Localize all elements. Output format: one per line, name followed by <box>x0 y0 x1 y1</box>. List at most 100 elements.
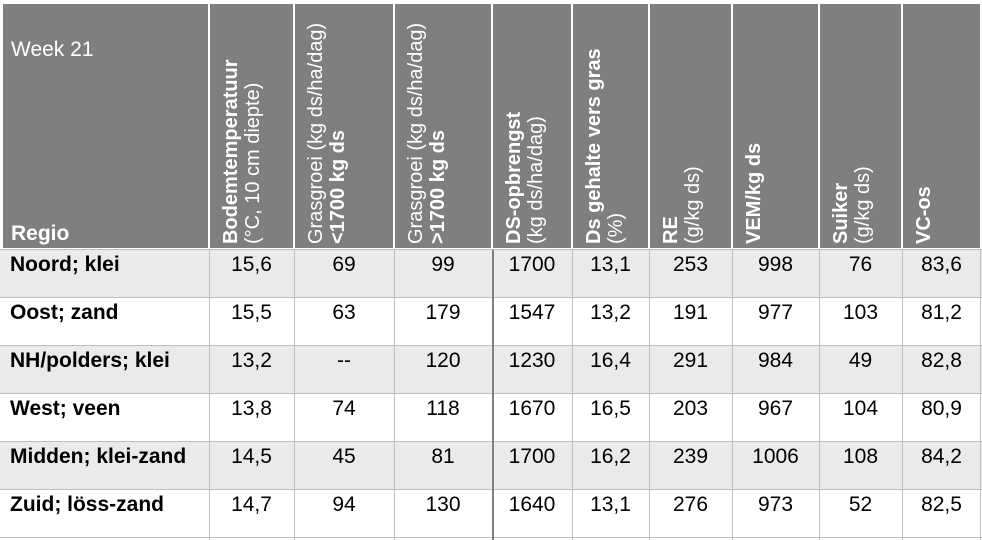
header-ds-gehalte: Ds gehalte vers gras (%) <box>573 4 648 248</box>
column-divider <box>732 250 733 540</box>
week-label: Week 21 <box>11 38 94 61</box>
region-header: Regio <box>11 222 70 245</box>
header-label: Bodemtemperatuur (°C, 10 cm diepte) <box>220 59 264 244</box>
value-cell-bodemtemperatuur: 15,5 <box>231 301 272 324</box>
header-bodemtemperatuur: Bodemtemperatuur (°C, 10 cm diepte) <box>210 4 293 248</box>
value-cell-vem: 984 <box>757 349 794 372</box>
row-divider <box>0 249 982 250</box>
header-ds-opbrengst: DS-opbrengst (kg ds/ha/dag) <box>493 4 571 248</box>
value-cell-grasgroei-gt1700: 81 <box>431 445 455 468</box>
column-divider <box>980 250 981 540</box>
value-cell-grasgroei-gt1700: 130 <box>425 493 461 516</box>
value-cell-re: 203 <box>672 397 709 420</box>
header-label: Grasgroei (kg ds/ha/dag) >1700 kg ds <box>405 22 449 244</box>
table-row: Zuid; löss-zand 14,7 94 130 1640 13,1 276 973 52… <box>0 490 982 538</box>
value-cell-re: 291 <box>672 349 709 372</box>
value-cell-bodemtemperatuur: 14,5 <box>231 445 272 468</box>
value-cell-ds-opbrengst: 1547 <box>508 301 556 324</box>
header-grasgroei-lt1700: Grasgroei (kg ds/ha/dag) <1700 kg ds <box>295 4 393 248</box>
header-label: RE (g/kg ds) <box>660 166 704 244</box>
value-cell-suiker: 108 <box>842 445 879 468</box>
value-cell-ds-opbrengst: 1640 <box>508 493 556 516</box>
value-cell-suiker: 104 <box>842 397 879 420</box>
table-row: West; veen 13,8 74 118 1670 16,5 203 967 104 80,9 <box>0 394 982 442</box>
region-cell: Zuid; löss-zand <box>10 493 164 516</box>
value-cell-suiker: 52 <box>848 493 873 516</box>
header-vem: VEM/kg ds <box>733 4 818 248</box>
header-re: RE (g/kg ds) <box>650 4 731 248</box>
value-cell-vem: 973 <box>757 493 794 516</box>
section-divider <box>492 250 494 540</box>
header-label: Grasgroei (kg ds/ha/dag) <1700 kg ds <box>305 22 349 244</box>
header-grasgroei-gt1700: Grasgroei (kg ds/ha/dag) >1700 kg ds <box>395 4 491 248</box>
value-cell-bodemtemperatuur: 13,2 <box>231 349 272 372</box>
region-cell: Oost; zand <box>10 301 119 324</box>
header-label: Ds gehalte vers gras (%) <box>583 48 627 244</box>
value-cell-ds-opbrengst: 1700 <box>508 253 556 276</box>
value-cell-vc-os: 83,6 <box>921 253 962 276</box>
value-cell-ds-opbrengst: 1230 <box>508 349 556 372</box>
header-suiker: Suiker (g/kg ds) <box>820 4 901 248</box>
value-cell-vem: 967 <box>757 397 794 420</box>
value-cell-vem: 1006 <box>752 445 799 468</box>
value-cell-re: 191 <box>672 301 709 324</box>
column-divider <box>294 250 295 540</box>
table-row: NH/polders; klei 13,2 -- 120 1230 16,4 291 984 4… <box>0 346 982 394</box>
header-region-cell: Week 21 Regio <box>3 4 208 248</box>
region-cell: NH/polders; klei <box>10 349 170 372</box>
value-cell-bodemtemperatuur: 15,6 <box>231 253 272 276</box>
region-cell: Noord; klei <box>10 253 120 276</box>
value-cell-grasgroei-lt1700: -- <box>337 349 351 372</box>
column-divider <box>394 250 395 540</box>
value-cell-vem: 998 <box>757 253 794 276</box>
column-divider <box>902 250 903 540</box>
header-label: Suiker (g/kg ds) <box>830 166 874 244</box>
row-divider <box>0 345 982 346</box>
value-cell-bodemtemperatuur: 13,8 <box>231 397 272 420</box>
value-cell-ds-gehalte: 16,4 <box>590 349 631 372</box>
value-cell-grasgroei-gt1700: 99 <box>431 253 455 276</box>
row-divider <box>0 489 982 490</box>
value-cell-vem: 977 <box>757 301 794 324</box>
table-row: Midden; klei-zand 14,5 45 81 1700 16,2 239 1006… <box>0 442 982 490</box>
value-cell-grasgroei-lt1700: 69 <box>332 253 356 276</box>
value-cell-grasgroei-gt1700: 179 <box>425 301 461 324</box>
table-row: Noord; klei 15,6 69 99 1700 13,1 253 998 76 83,6 <box>0 250 982 298</box>
value-cell-suiker: 49 <box>848 349 873 372</box>
value-cell-vc-os: 81,2 <box>921 301 962 324</box>
region-cell: Midden; klei-zand <box>10 445 187 468</box>
region-cell: West; veen <box>10 397 121 420</box>
value-cell-vc-os: 82,5 <box>921 493 962 516</box>
value-cell-bodemtemperatuur: 14,7 <box>231 493 272 516</box>
value-cell-grasgroei-lt1700: 63 <box>332 301 356 324</box>
value-cell-grasgroei-lt1700: 74 <box>332 397 356 420</box>
value-cell-grasgroei-gt1700: 118 <box>426 397 460 420</box>
header-vc-os: VC-os <box>903 4 980 248</box>
header-label: VC-os <box>913 186 935 244</box>
row-divider <box>0 297 982 298</box>
value-cell-re: 239 <box>672 445 709 468</box>
row-divider <box>0 537 982 538</box>
value-cell-suiker: 103 <box>842 301 879 324</box>
column-divider <box>649 250 650 540</box>
row-divider <box>0 441 982 442</box>
value-cell-vc-os: 84,2 <box>921 445 962 468</box>
value-cell-vc-os: 82,8 <box>921 349 962 372</box>
value-cell-grasgroei-lt1700: 94 <box>332 493 356 516</box>
header-label: DS-opbrengst (kg ds/ha/dag) <box>503 111 547 244</box>
value-cell-ds-gehalte: 13,1 <box>590 493 631 516</box>
table-row: Oost; zand 15,5 63 179 1547 13,2 191 977 103 81,2 <box>0 298 982 346</box>
value-cell-vc-os: 80,9 <box>921 397 962 420</box>
column-divider <box>819 250 820 540</box>
value-cell-ds-opbrengst: 1670 <box>508 397 556 420</box>
value-cell-ds-gehalte: 16,2 <box>590 445 631 468</box>
value-cell-ds-opbrengst: 1700 <box>508 445 556 468</box>
value-cell-re: 253 <box>672 253 709 276</box>
value-cell-ds-gehalte: 16,5 <box>590 397 631 420</box>
value-cell-grasgroei-gt1700: 120 <box>425 349 461 372</box>
value-cell-re: 276 <box>672 493 709 516</box>
header-label: VEM/kg ds <box>743 142 765 244</box>
value-cell-suiker: 76 <box>848 253 873 276</box>
column-divider <box>572 250 573 540</box>
